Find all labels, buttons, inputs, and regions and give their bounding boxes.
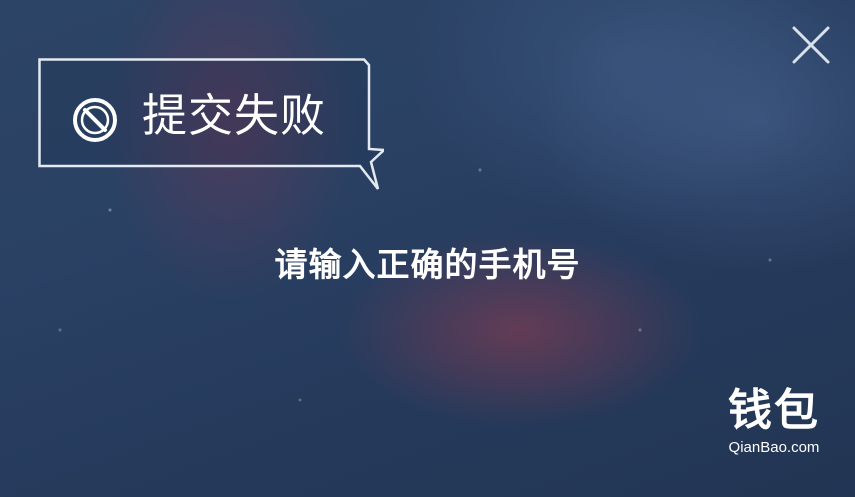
brand-name-en: QianBao.com bbox=[716, 439, 832, 457]
brand-name-cn: 钱包 bbox=[716, 385, 832, 437]
title-callout: 提交失败 bbox=[38, 58, 384, 192]
dialog-title: 提交失败 bbox=[142, 86, 326, 146]
brand-logo: 钱包 QianBao.com bbox=[716, 385, 832, 463]
forbidden-icon bbox=[71, 96, 119, 144]
close-icon[interactable] bbox=[790, 24, 832, 66]
close-button[interactable] bbox=[790, 24, 832, 66]
error-message: 请输入正确的手机号 bbox=[0, 243, 855, 287]
